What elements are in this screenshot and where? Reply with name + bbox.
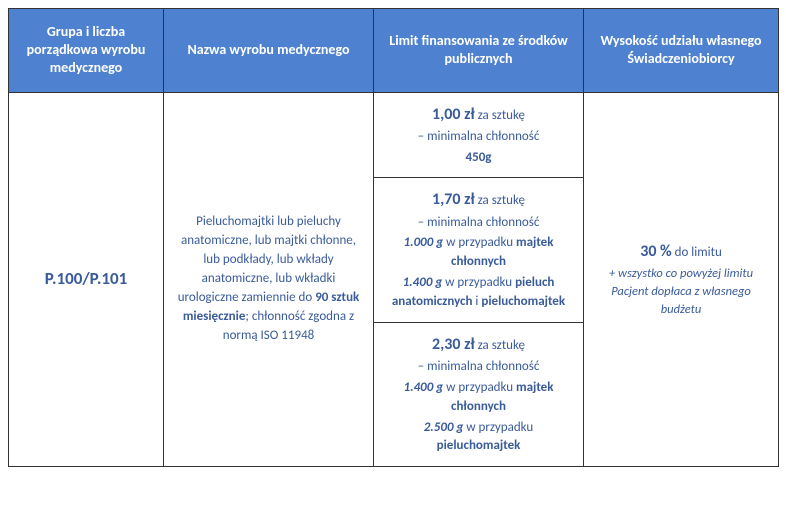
share-tail: do limitu: [672, 245, 722, 260]
limit2-line2: – minimalna chłonność: [382, 214, 575, 233]
header-col3: Limit finansowania ze środków publicznyc…: [374, 9, 584, 93]
limit3-v2: 2.500 g: [424, 420, 464, 435]
limit2-detail-1: 1.000 g w przypadku majtek chłonnych: [382, 234, 575, 272]
limit-cell-1: 1,00 zł za sztukę – minimalna chłonność …: [374, 92, 584, 178]
header-col4: Wysokość udziału własnego Świadczeniobio…: [584, 9, 779, 93]
limit-cell-2: 1,70 zł za sztukę – minimalna chłonność …: [374, 178, 584, 322]
group-code-cell: P.100/P.101: [9, 92, 164, 467]
limit2-v1: 1.000 g: [404, 235, 444, 250]
limit1-unit: za sztukę: [475, 108, 525, 123]
product-name-cell: Pieluchomajtki lub pieluchy anatomiczne,…: [164, 92, 374, 467]
share-note: + wszystko co powyżej limitu Pacjent dop…: [592, 265, 770, 319]
header-row: Grupa i liczba porządkowa wyrobu medyczn…: [9, 9, 779, 93]
limit3-detail-1: 1.400 g w przypadku majtek chłonnych: [382, 379, 575, 417]
header-col2: Nazwa wyrobu medycznego: [164, 9, 374, 93]
refund-table: Grupa i liczba porządkowa wyrobu medyczn…: [8, 8, 779, 467]
share-cell: 30 % do limitu + wszystko co powyżej lim…: [584, 92, 779, 467]
limit2-p2b: pieluchomajtek: [481, 294, 565, 309]
limit3-line2: – minimalna chłonność: [382, 358, 575, 377]
limit1-price: 1,00 zł: [432, 105, 475, 124]
limit3-t1: w przypadku: [443, 380, 516, 395]
limit-cell-3: 2,30 zł za sztukę – minimalna chłonność …: [374, 322, 584, 466]
limit3-unit: za sztukę: [475, 338, 525, 353]
limit3-v1: 1.400 g: [404, 380, 444, 395]
limit3-detail-2: 2.500 g w przypadku pieluchomajtek: [382, 419, 575, 457]
limit2-price: 1,70 zł: [432, 190, 475, 209]
table-row: P.100/P.101 Pieluchomajtki lub pieluchy …: [9, 92, 779, 178]
limit2-detail-2: 1.400 g w przypadku pieluch anatomicznyc…: [382, 274, 575, 312]
limit2-t2: w przypadku: [442, 275, 515, 290]
header-col1: Grupa i liczba porządkowa wyrobu medyczn…: [9, 9, 164, 93]
share-pct: 30 %: [640, 242, 672, 261]
limit1-line2: – minimalna chłonność: [382, 128, 575, 147]
limit2-unit: za sztukę: [475, 193, 525, 208]
limit3-price: 2,30 zł: [432, 335, 475, 354]
limit2-t1: w przypadku: [443, 235, 516, 250]
limit3-p2: pieluchomajtek: [437, 438, 521, 453]
limit2-v2: 1.400 g: [403, 275, 443, 290]
limit3-t2: w przypadku: [463, 420, 533, 435]
limit1-value: 450g: [382, 149, 575, 168]
